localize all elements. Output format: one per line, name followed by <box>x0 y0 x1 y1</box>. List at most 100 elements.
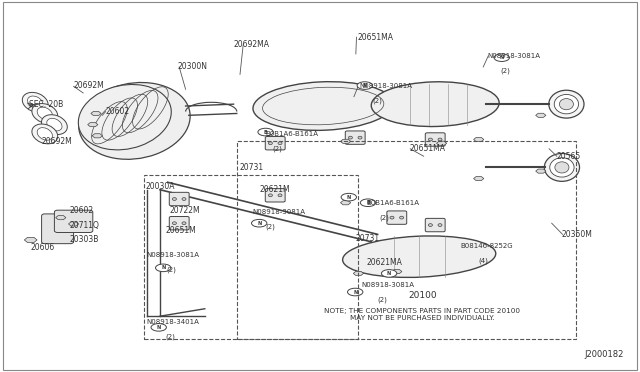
Text: 20030A: 20030A <box>146 182 175 190</box>
FancyBboxPatch shape <box>42 214 74 244</box>
Ellipse shape <box>428 224 433 227</box>
Text: N: N <box>157 325 161 330</box>
Polygon shape <box>474 176 484 181</box>
Text: 20100: 20100 <box>408 291 436 300</box>
Text: 20731: 20731 <box>240 163 264 172</box>
FancyBboxPatch shape <box>346 131 365 144</box>
FancyBboxPatch shape <box>426 133 445 146</box>
Text: 20565: 20565 <box>557 152 581 161</box>
Ellipse shape <box>548 90 584 118</box>
Ellipse shape <box>47 118 62 131</box>
Ellipse shape <box>341 193 356 201</box>
Text: (2): (2) <box>272 145 282 152</box>
Text: J2000182: J2000182 <box>584 350 624 359</box>
Ellipse shape <box>390 216 394 219</box>
FancyBboxPatch shape <box>169 217 189 230</box>
Ellipse shape <box>438 224 442 227</box>
Ellipse shape <box>172 222 177 225</box>
Polygon shape <box>24 237 37 243</box>
Ellipse shape <box>438 138 442 141</box>
Text: 20303B: 20303B <box>69 235 99 244</box>
Text: N08918-3081A: N08918-3081A <box>360 83 413 89</box>
Ellipse shape <box>182 198 186 201</box>
Ellipse shape <box>358 136 362 139</box>
Text: (2): (2) <box>166 266 176 273</box>
Ellipse shape <box>554 94 579 114</box>
Ellipse shape <box>555 162 569 173</box>
Polygon shape <box>91 111 101 116</box>
Ellipse shape <box>428 138 433 141</box>
Ellipse shape <box>37 128 52 140</box>
Text: 20722M: 20722M <box>170 206 200 215</box>
Text: 20651MA: 20651MA <box>410 144 445 153</box>
Polygon shape <box>353 271 364 276</box>
Text: 20692M: 20692M <box>42 137 72 146</box>
FancyBboxPatch shape <box>387 211 407 224</box>
Text: 20602: 20602 <box>69 206 93 215</box>
Ellipse shape <box>348 288 363 296</box>
Text: B: B <box>366 200 370 205</box>
Text: B0B1A6-B161A: B0B1A6-B161A <box>266 131 319 137</box>
Text: 20651MA: 20651MA <box>357 33 393 42</box>
Text: 20692MA: 20692MA <box>234 40 269 49</box>
FancyBboxPatch shape <box>426 218 445 232</box>
Ellipse shape <box>37 107 52 120</box>
Text: B08146-8252G: B08146-8252G <box>461 243 513 248</box>
Text: 20602: 20602 <box>106 107 130 116</box>
Text: N: N <box>500 55 504 60</box>
Polygon shape <box>56 215 66 220</box>
Text: N: N <box>347 195 351 200</box>
Ellipse shape <box>342 236 496 278</box>
Text: N: N <box>387 271 391 276</box>
Text: (2): (2) <box>379 214 388 221</box>
Ellipse shape <box>156 264 171 272</box>
Polygon shape <box>474 137 484 142</box>
Bar <box>237 141 576 339</box>
Ellipse shape <box>494 54 509 61</box>
Ellipse shape <box>79 83 190 159</box>
Ellipse shape <box>544 153 580 181</box>
Text: N08918-3081A: N08918-3081A <box>488 53 541 59</box>
Polygon shape <box>436 141 447 145</box>
Text: 20621M: 20621M <box>259 185 290 194</box>
Text: (2): (2) <box>378 296 387 303</box>
Polygon shape <box>88 122 98 127</box>
Ellipse shape <box>253 82 394 130</box>
Text: (2): (2) <box>165 333 175 340</box>
Text: N: N <box>353 289 357 295</box>
Ellipse shape <box>360 199 376 206</box>
Text: 20606: 20606 <box>31 243 55 252</box>
Ellipse shape <box>550 158 574 177</box>
Text: B0B1A6-B161A: B0B1A6-B161A <box>366 200 419 206</box>
FancyBboxPatch shape <box>169 192 189 206</box>
Ellipse shape <box>278 142 282 145</box>
Ellipse shape <box>399 216 404 219</box>
Text: B: B <box>264 129 268 135</box>
Ellipse shape <box>22 92 48 112</box>
Text: N: N <box>363 83 367 88</box>
Ellipse shape <box>32 124 58 144</box>
FancyBboxPatch shape <box>265 137 285 150</box>
Polygon shape <box>536 113 546 118</box>
Polygon shape <box>392 269 402 274</box>
Text: N08918-3081A: N08918-3081A <box>146 252 199 258</box>
Ellipse shape <box>357 82 372 89</box>
FancyBboxPatch shape <box>265 189 285 202</box>
Polygon shape <box>340 139 351 144</box>
FancyBboxPatch shape <box>54 210 93 232</box>
Text: 20711Q: 20711Q <box>69 221 99 230</box>
Polygon shape <box>340 201 351 205</box>
Ellipse shape <box>381 270 397 277</box>
Ellipse shape <box>32 103 58 124</box>
Text: NOTE; THE COMPONENTS PARTS IN PART CODE 20100
MAY NOT BE PURCHASED INDIVIDUALLY.: NOTE; THE COMPONENTS PARTS IN PART CODE … <box>324 308 520 321</box>
Ellipse shape <box>559 99 573 110</box>
Ellipse shape <box>182 222 186 225</box>
Ellipse shape <box>252 219 267 227</box>
Polygon shape <box>536 169 546 173</box>
Text: (2): (2) <box>500 67 510 74</box>
Ellipse shape <box>172 198 177 201</box>
Polygon shape <box>92 134 102 138</box>
Text: 20350M: 20350M <box>562 230 593 239</box>
Bar <box>144 175 358 339</box>
Text: N: N <box>161 265 165 270</box>
